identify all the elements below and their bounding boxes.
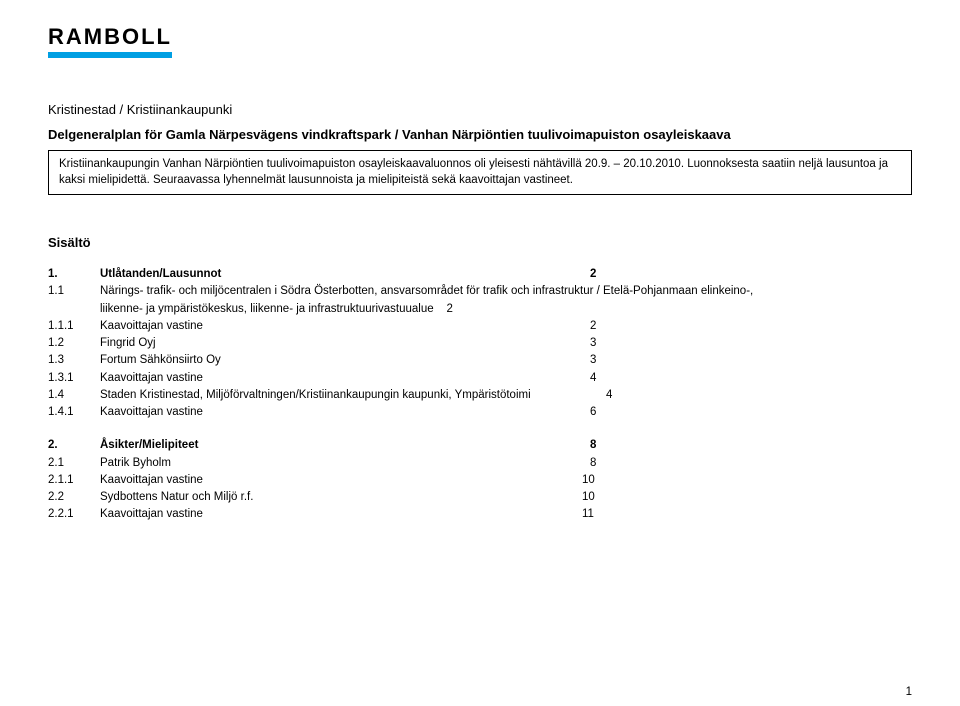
toc-row: 1.3.1Kaavoittajan vastine4 [48,370,912,387]
toc-label: Fingrid Oyj [100,335,590,352]
toc-page: 6 [590,404,596,421]
toc-row: 1.2Fingrid Oyj3 [48,335,912,352]
toc-label: Kaavoittajan vastine [100,404,590,421]
toc-label: Fortum Sähkönsiirto Oy [100,352,590,369]
toc-gap [48,421,912,437]
toc-number: 1.1.1 [48,318,100,335]
toc-label: Kaavoittajan vastine [100,370,590,387]
toc-number: 1.4.1 [48,404,100,421]
toc-page: 2 [446,303,452,315]
toc-number: 2.2.1 [48,506,100,523]
toc-number: 1.2 [48,335,100,352]
toc-label: Sydbottens Natur och Miljö r.f. [100,489,582,506]
toc-number: 2.1.1 [48,472,100,489]
toc-row: 2.1Patrik Byholm8 [48,455,912,472]
toc-row: 1.4.1Kaavoittajan vastine6 [48,404,912,421]
toc-row: 1.1.1Kaavoittajan vastine2 [48,318,912,335]
toc-row: 1.4Staden Kristinestad, Miljöförvaltning… [48,387,912,404]
toc-number: 1. [48,266,100,283]
page-number: 1 [906,686,912,698]
toc-number: 1.1 [48,283,100,300]
toc-page: 2 [590,318,596,335]
toc-page: 11 [582,506,594,523]
toc-row: 1.3Fortum Sähkönsiirto Oy3 [48,352,912,369]
toc-page: 10 [582,472,595,489]
table-of-contents: 1.Utlåtanden/Lausunnot21.1Närings- trafi… [48,266,912,524]
document-heading: Kristinestad / Kristiinankaupunki [48,102,912,117]
logo-text: RAMBOLL [48,24,912,50]
toc-number: 2.1 [48,455,100,472]
toc-page: 8 [590,455,596,472]
toc-number: 2.2 [48,489,100,506]
toc-page: 4 [606,387,612,404]
toc-label: Kaavoittajan vastine [100,318,590,335]
toc-row: 2.Åsikter/Mielipiteet8 [48,437,912,454]
toc-page: 8 [590,437,596,454]
toc-label: Kaavoittajan vastine [100,506,582,523]
toc-row: 1.Utlåtanden/Lausunnot2 [48,266,912,283]
toc-page: 2 [590,266,596,283]
toc-label: Närings- trafik- och miljöcentralen i Sö… [100,283,780,318]
toc-row: 2.2.1Kaavoittajan vastine11 [48,506,912,523]
toc-row: 1.1Närings- trafik- och miljöcentralen i… [48,283,912,318]
toc-page: 10 [582,489,595,506]
document-title: Delgeneralplan för Gamla Närpesvägens vi… [48,127,912,142]
toc-label: Patrik Byholm [100,455,590,472]
toc-page: 3 [590,335,596,352]
toc-row: 2.2Sydbottens Natur och Miljö r.f.10 [48,489,912,506]
logo-underline [48,52,172,58]
toc-label: Kaavoittajan vastine [100,472,582,489]
toc-number: 1.3.1 [48,370,100,387]
toc-number: 1.3 [48,352,100,369]
logo: RAMBOLL [48,24,912,58]
toc-label: Utlåtanden/Lausunnot [100,266,590,283]
contents-title: Sisältö [48,235,912,250]
toc-row: 2.1.1Kaavoittajan vastine10 [48,472,912,489]
toc-number: 1.4 [48,387,100,404]
document-page: RAMBOLL Kristinestad / Kristiinankaupunk… [0,0,960,706]
toc-page: 3 [590,352,596,369]
toc-page: 4 [590,370,596,387]
toc-label: Staden Kristinestad, Miljöförvaltningen/… [100,387,606,404]
summary-box: Kristiinankaupungin Vanhan Närpiöntien t… [48,150,912,195]
toc-number: 2. [48,437,100,454]
toc-label: Åsikter/Mielipiteet [100,437,590,454]
